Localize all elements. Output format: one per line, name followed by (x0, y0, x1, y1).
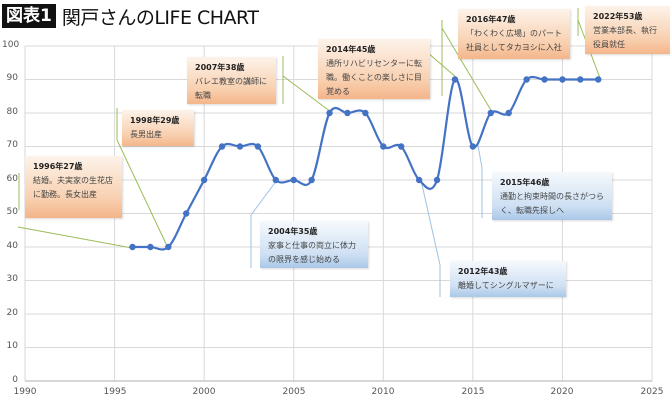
annotation-text: 結婚。夫実家の生花店 に勤務。長女出産 (33, 176, 113, 199)
data-point-marker (165, 243, 172, 251)
data-point-marker (147, 243, 154, 251)
data-point-marker (398, 143, 405, 150)
data-point-marker (200, 176, 208, 184)
annotation-year: 2014年45歳 (326, 45, 376, 54)
annotation-2012: 2012年43歳 離婚してシングルマザーに (450, 261, 566, 297)
y-tick-label: 20 (6, 308, 18, 318)
data-point-marker (523, 76, 530, 83)
annotation-leader-line (477, 144, 483, 169)
y-tick-label: 0 (12, 375, 18, 385)
annotation-year: 2016年47歳 (466, 15, 516, 24)
data-point-marker (308, 176, 315, 184)
data-point-marker (290, 176, 297, 184)
annotation-2014: 2014年45歳 通所リハビリセンターに転 職。働くことの楽しさに目 覚める (318, 39, 430, 99)
data-point-marker (469, 143, 477, 150)
annotation-year: 2015年46歳 (500, 178, 550, 187)
data-point-marker (326, 109, 333, 117)
x-tick-label: 2015 (461, 387, 485, 397)
annotation-text: 営業本部長、執行 役員就任 (593, 26, 657, 49)
annotation-year: 2022年53歳 (593, 12, 643, 21)
x-tick-label: 1990 (13, 387, 37, 397)
annotation-1998: 1998年29歳 長男出産 (122, 110, 194, 146)
annotation-year: 1998年29歳 (130, 116, 180, 125)
chart-title: 関戸さんのLIFE CHART (61, 6, 259, 29)
annotation-leader-line (17, 226, 133, 249)
y-tick-label: 70 (6, 140, 18, 150)
annotation-2004: 2004年35歳 家事と仕事の両立に体力 の限界を感じ始める (260, 221, 368, 268)
data-point-marker (380, 143, 387, 150)
y-tick-label: 100 (2, 40, 20, 50)
annotation-2016: 2016年47歳 「わくわく広場」のパート 社員としてタカヨシに入社 (458, 9, 570, 59)
annotation-leader-line (441, 27, 493, 113)
annotation-leader-line (250, 179, 278, 216)
annotation-1996: 1996年27歳 結婚。夫実家の生花店 に勤務。長女出産 (25, 156, 122, 218)
data-point-marker (541, 76, 548, 83)
data-point-marker (559, 76, 566, 83)
data-point-marker (433, 176, 441, 184)
annotation-text: 通勤と拘束時間の長さがつら く、転職先探しへ (500, 192, 604, 215)
data-point-marker (362, 109, 369, 117)
x-tick-label: 2005 (282, 387, 306, 397)
y-tick-label: 30 (6, 274, 18, 284)
data-point-marker (129, 243, 136, 251)
y-tick-label: 40 (6, 241, 18, 251)
annotation-year: 2004年35歳 (268, 227, 318, 236)
data-point-marker (487, 109, 494, 117)
annotation-leader-line (420, 179, 441, 266)
x-tick-label: 1995 (103, 387, 127, 397)
data-point-marker (577, 76, 584, 83)
data-point-marker (254, 143, 262, 150)
annotation-year: 2012年43歳 (458, 267, 508, 276)
data-point-marker (595, 76, 602, 83)
annotation-leader-line (282, 75, 332, 113)
data-point-marker (505, 109, 512, 117)
data-point-marker (236, 143, 244, 150)
data-point-marker (183, 210, 190, 217)
data-point-marker (451, 76, 459, 83)
annotation-2022: 2022年53歳 営業本部長、執行 役員就任 (585, 6, 670, 54)
x-tick-label: 2010 (371, 387, 395, 397)
x-tick-label: 2000 (192, 387, 216, 397)
life-line-series (132, 75, 599, 251)
data-point-marker (344, 109, 351, 117)
figure-badge: 図表1 (2, 4, 56, 28)
y-tick-label: 90 (6, 73, 18, 83)
y-tick-label: 10 (6, 341, 18, 351)
data-point-marker (272, 176, 279, 184)
data-point-marker (218, 143, 226, 150)
annotation-text: 「わくわく広場」のパート 社員としてタカヨシに入社 (466, 29, 562, 52)
y-tick-label: 50 (6, 207, 18, 217)
annotation-2007: 2007年38歳 バレエ教室の講師に 転職 (187, 57, 276, 104)
y-tick-label: 60 (6, 174, 18, 184)
chart-header: 図表1 関戸さんのLIFE CHART (2, 3, 259, 29)
y-tick-label: 80 (6, 107, 18, 117)
annotation-year: 1996年27歳 (33, 162, 83, 171)
annotation-text: バレエ教室の講師に 転職 (195, 77, 267, 100)
annotation-leader-line (116, 139, 169, 249)
annotation-year: 2007年38歳 (195, 63, 245, 72)
data-point-marker (415, 176, 423, 184)
annotation-2015: 2015年46歳 通勤と拘束時間の長さがつら く、転職先探しへ (492, 172, 612, 220)
x-tick-label: 2025 (640, 387, 664, 397)
annotation-text: 家事と仕事の両立に体力 の限界を感じ始める (268, 241, 356, 264)
annotation-text: 長男出産 (130, 130, 162, 139)
annotation-text: 通所リハビリセンターに転 職。働くことの楽しさに目 覚める (326, 59, 422, 96)
annotation-text: 離婚してシングルマザーに (458, 281, 554, 290)
x-tick-label: 2020 (550, 387, 574, 397)
